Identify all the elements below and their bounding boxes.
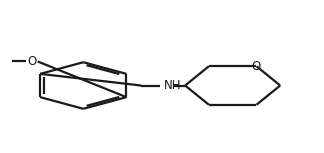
Text: O: O [27,55,37,68]
Text: NH: NH [164,79,181,92]
Text: O: O [252,60,261,73]
